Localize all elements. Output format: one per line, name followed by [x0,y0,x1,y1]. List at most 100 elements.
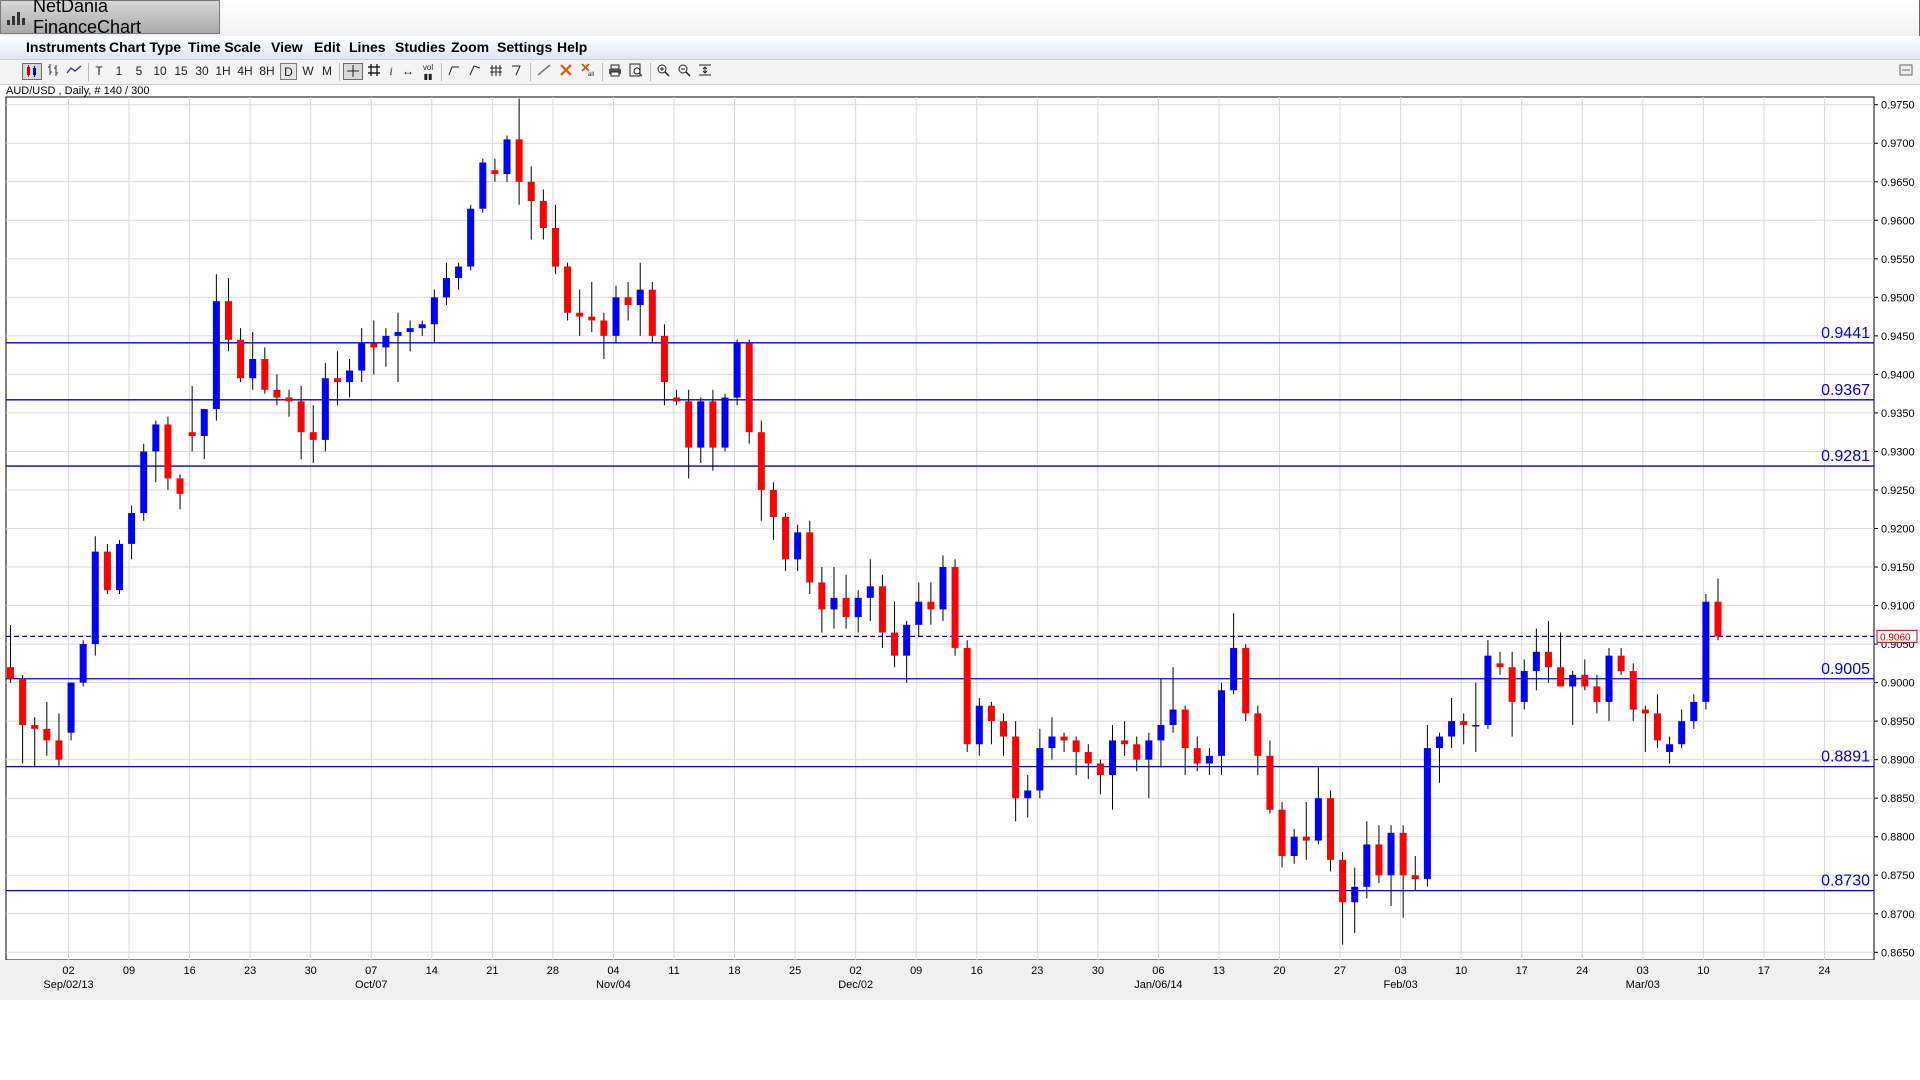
candle-down[interactable] [491,170,499,175]
candle-up[interactable] [1690,701,1698,722]
zoom-out-icon[interactable] [675,63,693,80]
candle-up[interactable] [140,451,148,514]
candle-up[interactable] [794,532,802,560]
print-preview-icon[interactable] [627,63,645,80]
candle-down[interactable] [782,516,790,560]
candle-up[interactable] [830,597,838,610]
candle-up[interactable] [67,682,75,733]
candle-down[interactable] [1254,713,1262,756]
menu-time-scale[interactable]: Time Scale [188,39,261,55]
candle-down[interactable] [1072,740,1080,752]
candle-down[interactable] [685,401,693,448]
candle-up[interactable] [854,597,862,618]
candle-up[interactable] [503,139,511,175]
scroll-icon[interactable]: ↔ [402,64,414,78]
candle-down[interactable] [745,343,753,433]
candle-down[interactable] [309,432,317,440]
candle-down[interactable] [19,678,27,725]
candle-down[interactable] [1581,674,1589,687]
candle-down[interactable] [1641,709,1649,714]
candle-down[interactable] [1375,844,1383,876]
candle-down[interactable] [1060,736,1068,741]
candle-up[interactable] [128,513,136,544]
candle-up[interactable] [636,289,644,306]
candle-down[interactable] [551,227,559,267]
candle-up[interactable] [358,343,366,371]
candle-down[interactable] [1339,859,1347,903]
candle-down[interactable] [1133,744,1141,760]
timeframe-10m[interactable]: 10 [153,64,167,78]
app-tab[interactable]: NetDania FinanceChart [0,0,220,37]
candle-up[interactable] [1605,655,1613,702]
candle-down[interactable] [1460,721,1468,725]
menu-studies[interactable]: Studies [395,39,446,55]
candle-up[interactable] [479,162,487,209]
candle-up[interactable] [1387,832,1395,876]
settings-panel-icon[interactable] [1898,63,1914,80]
candle-down[interactable] [576,312,584,317]
candle-up[interactable] [1205,755,1213,764]
menu-instruments[interactable]: Instruments [26,39,107,55]
candle-up[interactable] [1363,844,1371,887]
candle-up[interactable] [1218,690,1225,756]
candle-down[interactable] [987,705,995,722]
bar-chart-icon[interactable] [45,63,61,80]
candle-up[interactable] [1666,744,1674,752]
candle-up[interactable] [382,335,390,348]
zoom-fit-icon[interactable] [696,63,714,80]
candle-down[interactable] [297,401,305,433]
candle-down[interactable] [757,432,765,490]
candle-down[interactable] [1326,798,1334,860]
candle-up[interactable] [939,567,947,610]
candle-down[interactable] [527,181,535,202]
candle-down[interactable] [370,343,378,348]
candle-down[interactable] [285,397,293,402]
candle-up[interactable] [418,324,426,329]
candle-up[interactable] [1169,709,1177,725]
candle-down[interactable] [1121,740,1129,745]
candle-up[interactable] [697,401,705,448]
candle-down[interactable] [237,339,245,379]
candle-up[interactable] [394,332,402,336]
menu-help[interactable]: Help [557,39,588,55]
candle-up[interactable] [406,328,414,333]
candle-down[interactable] [1266,755,1274,810]
crosshair-icon[interactable] [343,63,363,80]
candle-down[interactable] [1181,709,1189,749]
candle-up[interactable] [1351,886,1359,903]
candle-down[interactable] [963,647,971,745]
candle-down[interactable] [7,667,14,679]
candle-down[interactable] [1399,832,1407,876]
print-icon[interactable] [606,63,624,80]
candle-down[interactable] [1593,686,1601,702]
candle-up[interactable] [79,644,87,683]
timeframe-1m[interactable]: 1 [115,64,123,78]
timeframe-monthly[interactable]: M [322,64,332,78]
candle-up[interactable] [866,586,874,598]
candle-up[interactable] [212,301,220,410]
candlestick-icon[interactable] [22,63,42,80]
candle-up[interactable] [903,624,911,656]
candle-up[interactable] [1520,671,1528,702]
candle-up[interactable] [733,343,741,398]
candle-down[interactable] [1302,836,1310,841]
candle-up[interactable] [115,543,123,591]
candle-down[interactable] [818,582,826,610]
candle-down[interactable] [1557,667,1565,687]
candle-down[interactable] [673,397,681,402]
candle-up[interactable] [1484,655,1492,725]
candle-down[interactable] [103,551,111,591]
price-chart[interactable]: 0.9750 0.9700 0.9650 0.9600 0.9550 0.9500 0.94… [0,96,1920,1000]
candle-up[interactable] [467,208,475,267]
candle-up[interactable] [455,266,463,279]
candle-up[interactable] [975,705,983,745]
candle-down[interactable] [1496,663,1504,668]
candle-down[interactable] [951,567,959,648]
candle-down[interactable] [55,740,63,760]
candle-down[interactable] [273,389,281,398]
candle-down[interactable] [1653,713,1661,741]
candle-up[interactable] [1290,836,1298,856]
candle-up[interactable] [612,297,620,336]
grid-icon[interactable] [366,63,382,80]
candle-down[interactable] [806,532,814,583]
